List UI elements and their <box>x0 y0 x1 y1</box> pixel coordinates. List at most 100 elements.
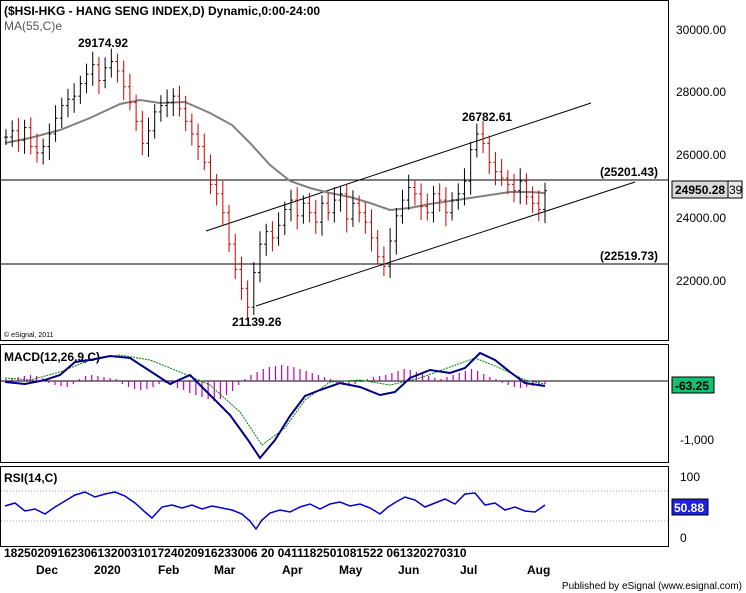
ohlc-bar <box>34 133 39 163</box>
rsi-label: RSI(14,C) <box>4 471 57 485</box>
channel-lower-line <box>255 181 636 307</box>
last-price-value: 24950.28 <box>675 183 725 197</box>
ohlc-bar <box>518 168 523 205</box>
ohlc-bar <box>103 57 108 89</box>
x-month-label: Apr <box>282 563 303 577</box>
macd-panel <box>0 344 669 463</box>
ohlc-bar <box>326 192 331 221</box>
ohlc-bar <box>59 97 64 128</box>
ohlc-bar <box>462 168 467 206</box>
ohlc-bar <box>487 135 492 174</box>
ohlc-bar <box>220 180 225 227</box>
ohlc-bar <box>258 231 263 283</box>
ohlc-bar <box>264 223 269 256</box>
ohlc-bar <box>276 212 281 246</box>
ohlc-bar <box>295 187 300 230</box>
x-month-label: Aug <box>527 563 550 577</box>
ohlc-bar <box>140 110 145 156</box>
ohlc-bars <box>4 48 547 321</box>
rsi-value: 50.88 <box>674 501 704 515</box>
ohlc-bar <box>338 185 343 212</box>
ohlc-bar <box>425 193 430 221</box>
ohlc-bar <box>493 151 498 186</box>
ohlc-bar <box>437 183 442 212</box>
ma-55-line <box>4 98 546 212</box>
annotation-resistance: (25201.43) <box>600 165 658 179</box>
ohlc-bar <box>530 186 535 214</box>
ohlc-bar <box>47 123 52 161</box>
annotation-high-dec: 29174.92 <box>78 36 128 50</box>
ohlc-bar <box>121 60 126 101</box>
ohlc-bar <box>474 123 479 158</box>
footer-credit: Published by eSignal (www.esignal.com) <box>562 581 742 592</box>
ohlc-bar <box>84 63 89 94</box>
ohlc-bar <box>512 173 517 203</box>
annotation-high-jul: 26782.61 <box>462 110 512 124</box>
rsi-tick-label: 100 <box>680 470 700 484</box>
ohlc-bar <box>499 158 504 186</box>
ohlc-bar <box>177 85 182 117</box>
macd-signal-line <box>4 354 546 446</box>
macd-value-tag: -63.25 <box>671 376 715 394</box>
ohlc-bar <box>152 104 157 139</box>
rsi-panel <box>0 466 669 547</box>
ohlc-bar <box>233 233 238 280</box>
ohlc-bar <box>109 48 114 78</box>
ohlc-bar <box>443 187 448 227</box>
ohlc-bar <box>41 138 46 165</box>
price-y-axis: 30000.00 28000.00 26000.00 24000.00 2200… <box>676 23 726 288</box>
ohlc-bar <box>388 228 393 278</box>
ohlc-bar <box>307 192 312 223</box>
last-price-tag: 24950.28 39 <box>671 180 743 199</box>
ohlc-bar <box>282 201 287 236</box>
ohlc-bar <box>536 190 541 222</box>
ohlc-bar <box>481 121 486 154</box>
x-month-label: Mar <box>214 563 236 577</box>
ohlc-bar <box>350 190 355 227</box>
ohlc-bar <box>419 183 424 220</box>
ohlc-bar <box>115 53 120 83</box>
x-month-label: Dec <box>36 563 58 577</box>
x-month-labels: Dec 2020 Feb Mar Apr May Jun Jul Aug <box>36 563 550 577</box>
ohlc-bar <box>400 189 405 224</box>
ohlc-bar <box>65 88 70 118</box>
ohlc-bar <box>505 170 510 195</box>
ohlc-bar <box>134 94 139 132</box>
ohlc-bar <box>270 221 275 252</box>
ohlc-bar <box>72 83 77 113</box>
ohlc-bar <box>319 195 324 236</box>
macd-value: -63.25 <box>675 379 709 393</box>
price-tick-label: 30000.00 <box>676 23 726 37</box>
ohlc-bar <box>183 95 188 132</box>
ohlc-bar <box>78 75 83 105</box>
ohlc-bar <box>96 56 101 94</box>
x-day-labels: 18250209162306132003101724020916233006 2… <box>4 546 467 560</box>
ohlc-bar <box>394 207 399 255</box>
annotation-low-mar: 21139.26 <box>232 315 282 329</box>
ohlc-bar <box>165 89 170 118</box>
macd-tick-label: -1,000 <box>680 433 714 447</box>
copyright: © eSignal, 2011 <box>4 331 54 339</box>
x-month-label: 2020 <box>94 563 121 577</box>
ohlc-bar <box>369 209 374 252</box>
ohlc-bar <box>171 88 176 116</box>
x-month-label: Feb <box>158 563 179 577</box>
ohlc-bar <box>239 256 244 300</box>
ohlc-bar <box>22 119 27 154</box>
price-panel <box>0 0 669 341</box>
ohlc-bar <box>375 230 380 265</box>
price-tick-label: 28000.00 <box>676 85 726 99</box>
ohlc-bar <box>245 280 250 321</box>
rsi-line <box>4 491 546 531</box>
ohlc-bar <box>363 202 368 234</box>
ohlc-bar <box>450 192 455 221</box>
price-tick-label: 24000.00 <box>676 211 726 225</box>
ohlc-bar <box>196 123 201 161</box>
ohlc-bar <box>288 189 293 222</box>
macd-line <box>4 351 546 460</box>
ohlc-bar <box>332 187 337 223</box>
ohlc-bar <box>227 204 232 253</box>
last-price-suffix: 39 <box>729 183 743 197</box>
annotation-support: (22519.73) <box>600 249 658 263</box>
